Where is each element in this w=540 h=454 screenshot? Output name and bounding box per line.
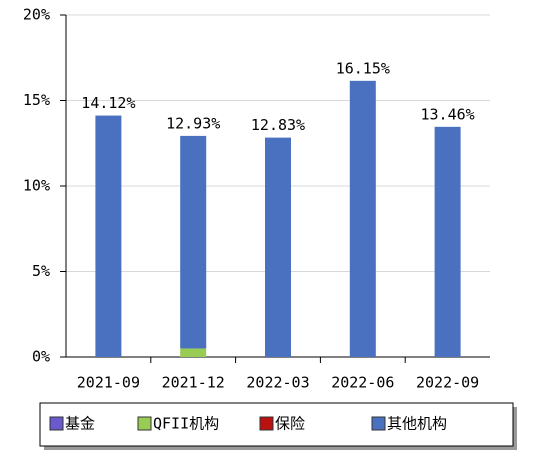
legend-swatch xyxy=(49,416,64,431)
bar-segment xyxy=(265,137,291,357)
legend-label: 其他机构 xyxy=(387,415,447,433)
x-tick-label: 2022-06 xyxy=(331,374,394,392)
legend-swatch xyxy=(371,416,386,431)
total-label: 14.12% xyxy=(81,94,135,112)
total-label: 13.46% xyxy=(421,105,475,123)
bar-segment xyxy=(180,348,207,357)
y-tick-label: 15% xyxy=(23,91,50,109)
y-tick-label: 0% xyxy=(32,348,50,366)
y-tick-label: 10% xyxy=(23,177,50,195)
legend-box xyxy=(39,402,514,447)
legend-label: 保险 xyxy=(275,415,305,433)
bar-segment xyxy=(180,135,207,349)
total-label: 12.93% xyxy=(166,114,220,132)
x-tick-label: 2022-03 xyxy=(246,374,309,392)
total-label: 16.15% xyxy=(336,59,390,77)
total-label: 12.83% xyxy=(251,116,305,134)
y-tick-label: 5% xyxy=(32,262,50,280)
x-tick-label: 2021-12 xyxy=(162,374,225,392)
x-tick-label: 2022-09 xyxy=(416,374,479,392)
x-tick-label: 2021-09 xyxy=(77,374,140,392)
legend-swatch xyxy=(259,416,274,431)
legend-label: 基金 xyxy=(65,415,95,433)
bar-segment xyxy=(434,126,461,357)
bar-segment xyxy=(95,115,122,357)
legend-swatch xyxy=(137,416,152,431)
y-tick-label: 20% xyxy=(23,6,50,24)
legend-label: QFII机构 xyxy=(153,415,219,433)
bar-segment xyxy=(349,80,376,358)
